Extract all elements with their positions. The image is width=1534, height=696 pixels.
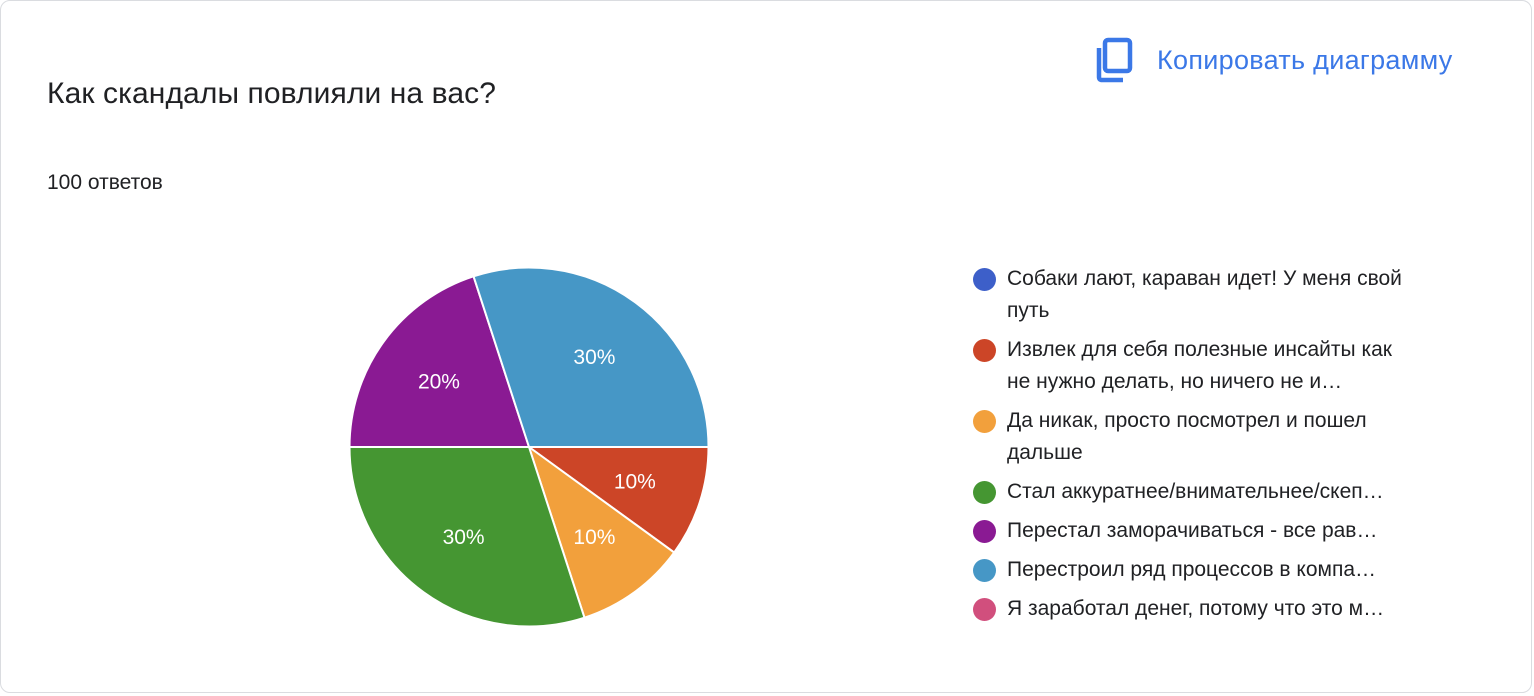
legend-label: Собаки лают, караван идет! У меня свой п… [1007, 267, 1402, 322]
pie-slice[interactable] [472, 266, 710, 448]
chart-legend: Собаки лают, караван идет! У меня свой п… [971, 263, 1451, 632]
legend-swatch [973, 520, 996, 543]
legend-label: Да никак, просто посмотрел и пошел дальш… [1007, 409, 1367, 464]
legend-item[interactable]: Собаки лают, караван идет! У меня свой п… [971, 263, 1411, 327]
legend-label: Извлек для себя полезные инсайты как не … [1007, 338, 1392, 393]
legend-label: Перестроил ряд процессов в компа… [1007, 558, 1377, 581]
legend-label: Перестал заморачиваться - все рав… [1007, 519, 1378, 542]
pie-slice[interactable] [527, 444, 676, 619]
legend-label: Стал аккуратнее/внимательнее/скеп… [1007, 480, 1384, 503]
slice-label: 30% [443, 526, 485, 549]
slice-label: 20% [418, 371, 460, 394]
copy-chart-button[interactable]: Копировать диаграмму [1095, 37, 1453, 83]
pie-slice[interactable] [525, 446, 710, 554]
legend-label: Я заработал денег, потому что это м… [1007, 597, 1385, 620]
slice-label: 30% [573, 346, 615, 369]
slice-label: 10% [573, 526, 615, 549]
legend-item[interactable]: Извлек для себя полезные инсайты как не … [971, 334, 1411, 398]
legend-swatch [973, 339, 996, 362]
legend-swatch [973, 481, 996, 504]
pie-chart-svg: 10% 10% 30% 20% 30% [348, 266, 710, 628]
response-count: 100 ответов [47, 171, 163, 194]
pie-slice[interactable] [348, 446, 586, 628]
legend-swatch [973, 268, 996, 291]
legend-item[interactable]: Да никак, просто посмотрел и пошел дальш… [971, 405, 1411, 469]
legend-item[interactable]: Я заработал денег, потому что это м… [971, 593, 1411, 625]
pie-slice[interactable] [348, 275, 531, 448]
legend-swatch [973, 410, 996, 433]
legend-item[interactable]: Стал аккуратнее/внимательнее/скеп… [971, 476, 1411, 508]
slice-label: 10% [614, 470, 656, 493]
legend-item[interactable]: Перестал заморачиваться - все рав… [971, 515, 1411, 547]
legend-item[interactable]: Перестроил ряд процессов в компа… [971, 554, 1411, 586]
pie-chart: 10% 10% 30% 20% 30% [341, 259, 717, 635]
question-title: Как скандалы повлияли на вас? [47, 77, 496, 110]
copy-icon [1095, 37, 1135, 83]
legend-swatch [973, 559, 996, 582]
legend-swatch [973, 598, 996, 621]
copy-chart-label: Копировать диаграмму [1157, 44, 1453, 75]
